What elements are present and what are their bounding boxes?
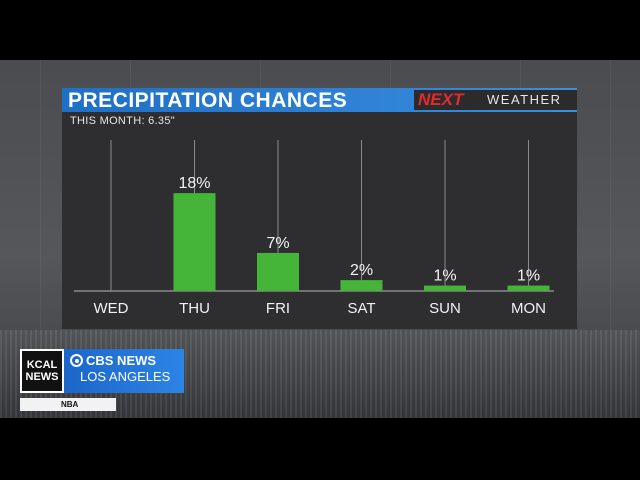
kcal-line2: NEWS bbox=[25, 371, 59, 383]
weather-logo bbox=[414, 90, 577, 110]
data-label: 7% bbox=[266, 235, 289, 252]
bar bbox=[257, 252, 299, 291]
ticker-label: NBA bbox=[20, 398, 116, 411]
kcal-news-logo: KCAL NEWS bbox=[20, 349, 64, 393]
tick-label: THU bbox=[179, 300, 210, 317]
monthly-total: THIS MONTH: 6.35" bbox=[70, 115, 175, 127]
bar bbox=[424, 285, 466, 291]
cbs-news-la-logo bbox=[64, 349, 184, 393]
bar bbox=[340, 280, 383, 291]
tick-label: WED bbox=[94, 300, 129, 317]
letterbox-bottom bbox=[0, 418, 640, 480]
kcal-line1: KCAL bbox=[26, 359, 58, 371]
cbs-eye-icon bbox=[70, 354, 83, 367]
tick-label: MON bbox=[511, 300, 546, 317]
cbs-line1: CBS NEWS bbox=[86, 353, 157, 368]
data-label: 18% bbox=[178, 175, 210, 192]
chart-title: PRECIPITATION CHANCES bbox=[68, 89, 348, 112]
precip-bar-chart: WED 18% THU 7% FRI 2% SAT 1% SUN 1% MON bbox=[74, 140, 554, 317]
bar bbox=[507, 285, 550, 291]
data-label: 1% bbox=[517, 268, 540, 285]
tick-label: SAT bbox=[347, 300, 375, 317]
letterbox-top bbox=[0, 0, 640, 60]
data-label: 1% bbox=[433, 268, 456, 285]
cbs-line2: LOS ANGELES bbox=[80, 369, 171, 384]
tick-label: FRI bbox=[266, 300, 290, 317]
data-label: 2% bbox=[350, 262, 373, 279]
tick-label: SUN bbox=[429, 300, 461, 317]
logo-next-text: NEXT bbox=[418, 90, 464, 109]
bar bbox=[173, 193, 216, 291]
logo-weather-text: WEATHER bbox=[487, 92, 562, 107]
chart-panel bbox=[62, 112, 577, 329]
